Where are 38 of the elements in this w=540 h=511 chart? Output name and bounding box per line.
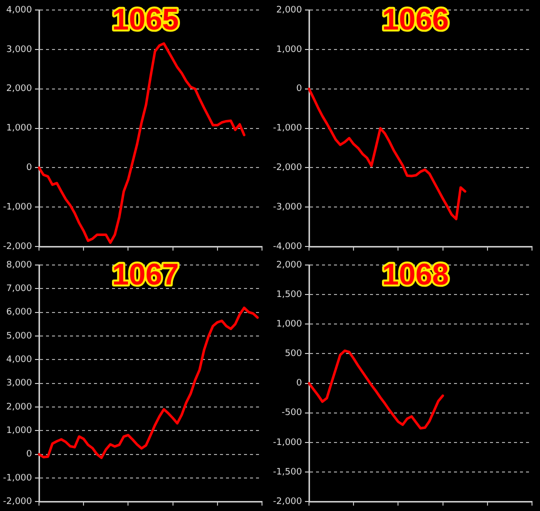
y-tick-label: 2,000	[276, 5, 302, 16]
y-tick-label: -4,000	[272, 242, 302, 252]
y-tick-label: 1,500	[276, 290, 302, 300]
y-tick-label: -3,000	[272, 202, 302, 213]
y-tick-label: -1,000	[2, 473, 32, 484]
y-tick-label: 3,000	[6, 378, 32, 389]
y-tick-label: 3,000	[6, 44, 32, 55]
chart-title: 1066	[382, 3, 449, 36]
y-tick-label: 1,000	[6, 426, 32, 436]
y-tick-label: 0	[26, 163, 32, 174]
y-tick-label: 8,000	[6, 260, 32, 270]
y-tick-label: -1,000	[2, 202, 32, 213]
y-tick-label: -500	[282, 408, 302, 418]
y-tick-label: 4,000	[6, 5, 32, 16]
y-tick-label: 6,000	[6, 308, 32, 318]
y-tick-label: -2,000	[2, 242, 32, 252]
chart-title: 1068	[382, 258, 449, 292]
chart-title: 1065	[112, 3, 179, 36]
y-tick-label: 2,000	[6, 402, 32, 412]
y-tick-label: 0	[296, 378, 302, 389]
y-tick-label: 5,000	[6, 331, 32, 342]
y-tick-label: -1,000	[272, 124, 302, 134]
chart-title: 1067	[112, 258, 179, 292]
y-tick-label: 2,000	[6, 84, 32, 94]
y-tick-label: 500	[284, 349, 302, 360]
y-tick-label: 1,000	[276, 319, 302, 330]
y-tick-label: 0	[296, 84, 302, 94]
y-tick-label: 1,000	[6, 124, 32, 134]
y-tick-label: -2,000	[272, 163, 302, 174]
y-tick-label: -1,500	[272, 467, 302, 478]
y-tick-label: -2,000	[272, 496, 302, 507]
y-tick-label: 1,000	[276, 44, 302, 55]
y-tick-label: -2,000	[2, 496, 32, 507]
y-tick-label: 0	[26, 450, 32, 460]
y-tick-label: -1,000	[272, 438, 302, 448]
y-tick-label: 2,000	[276, 260, 302, 270]
y-tick-label: 4,000	[6, 354, 32, 365]
y-tick-label: 7,000	[6, 284, 32, 294]
